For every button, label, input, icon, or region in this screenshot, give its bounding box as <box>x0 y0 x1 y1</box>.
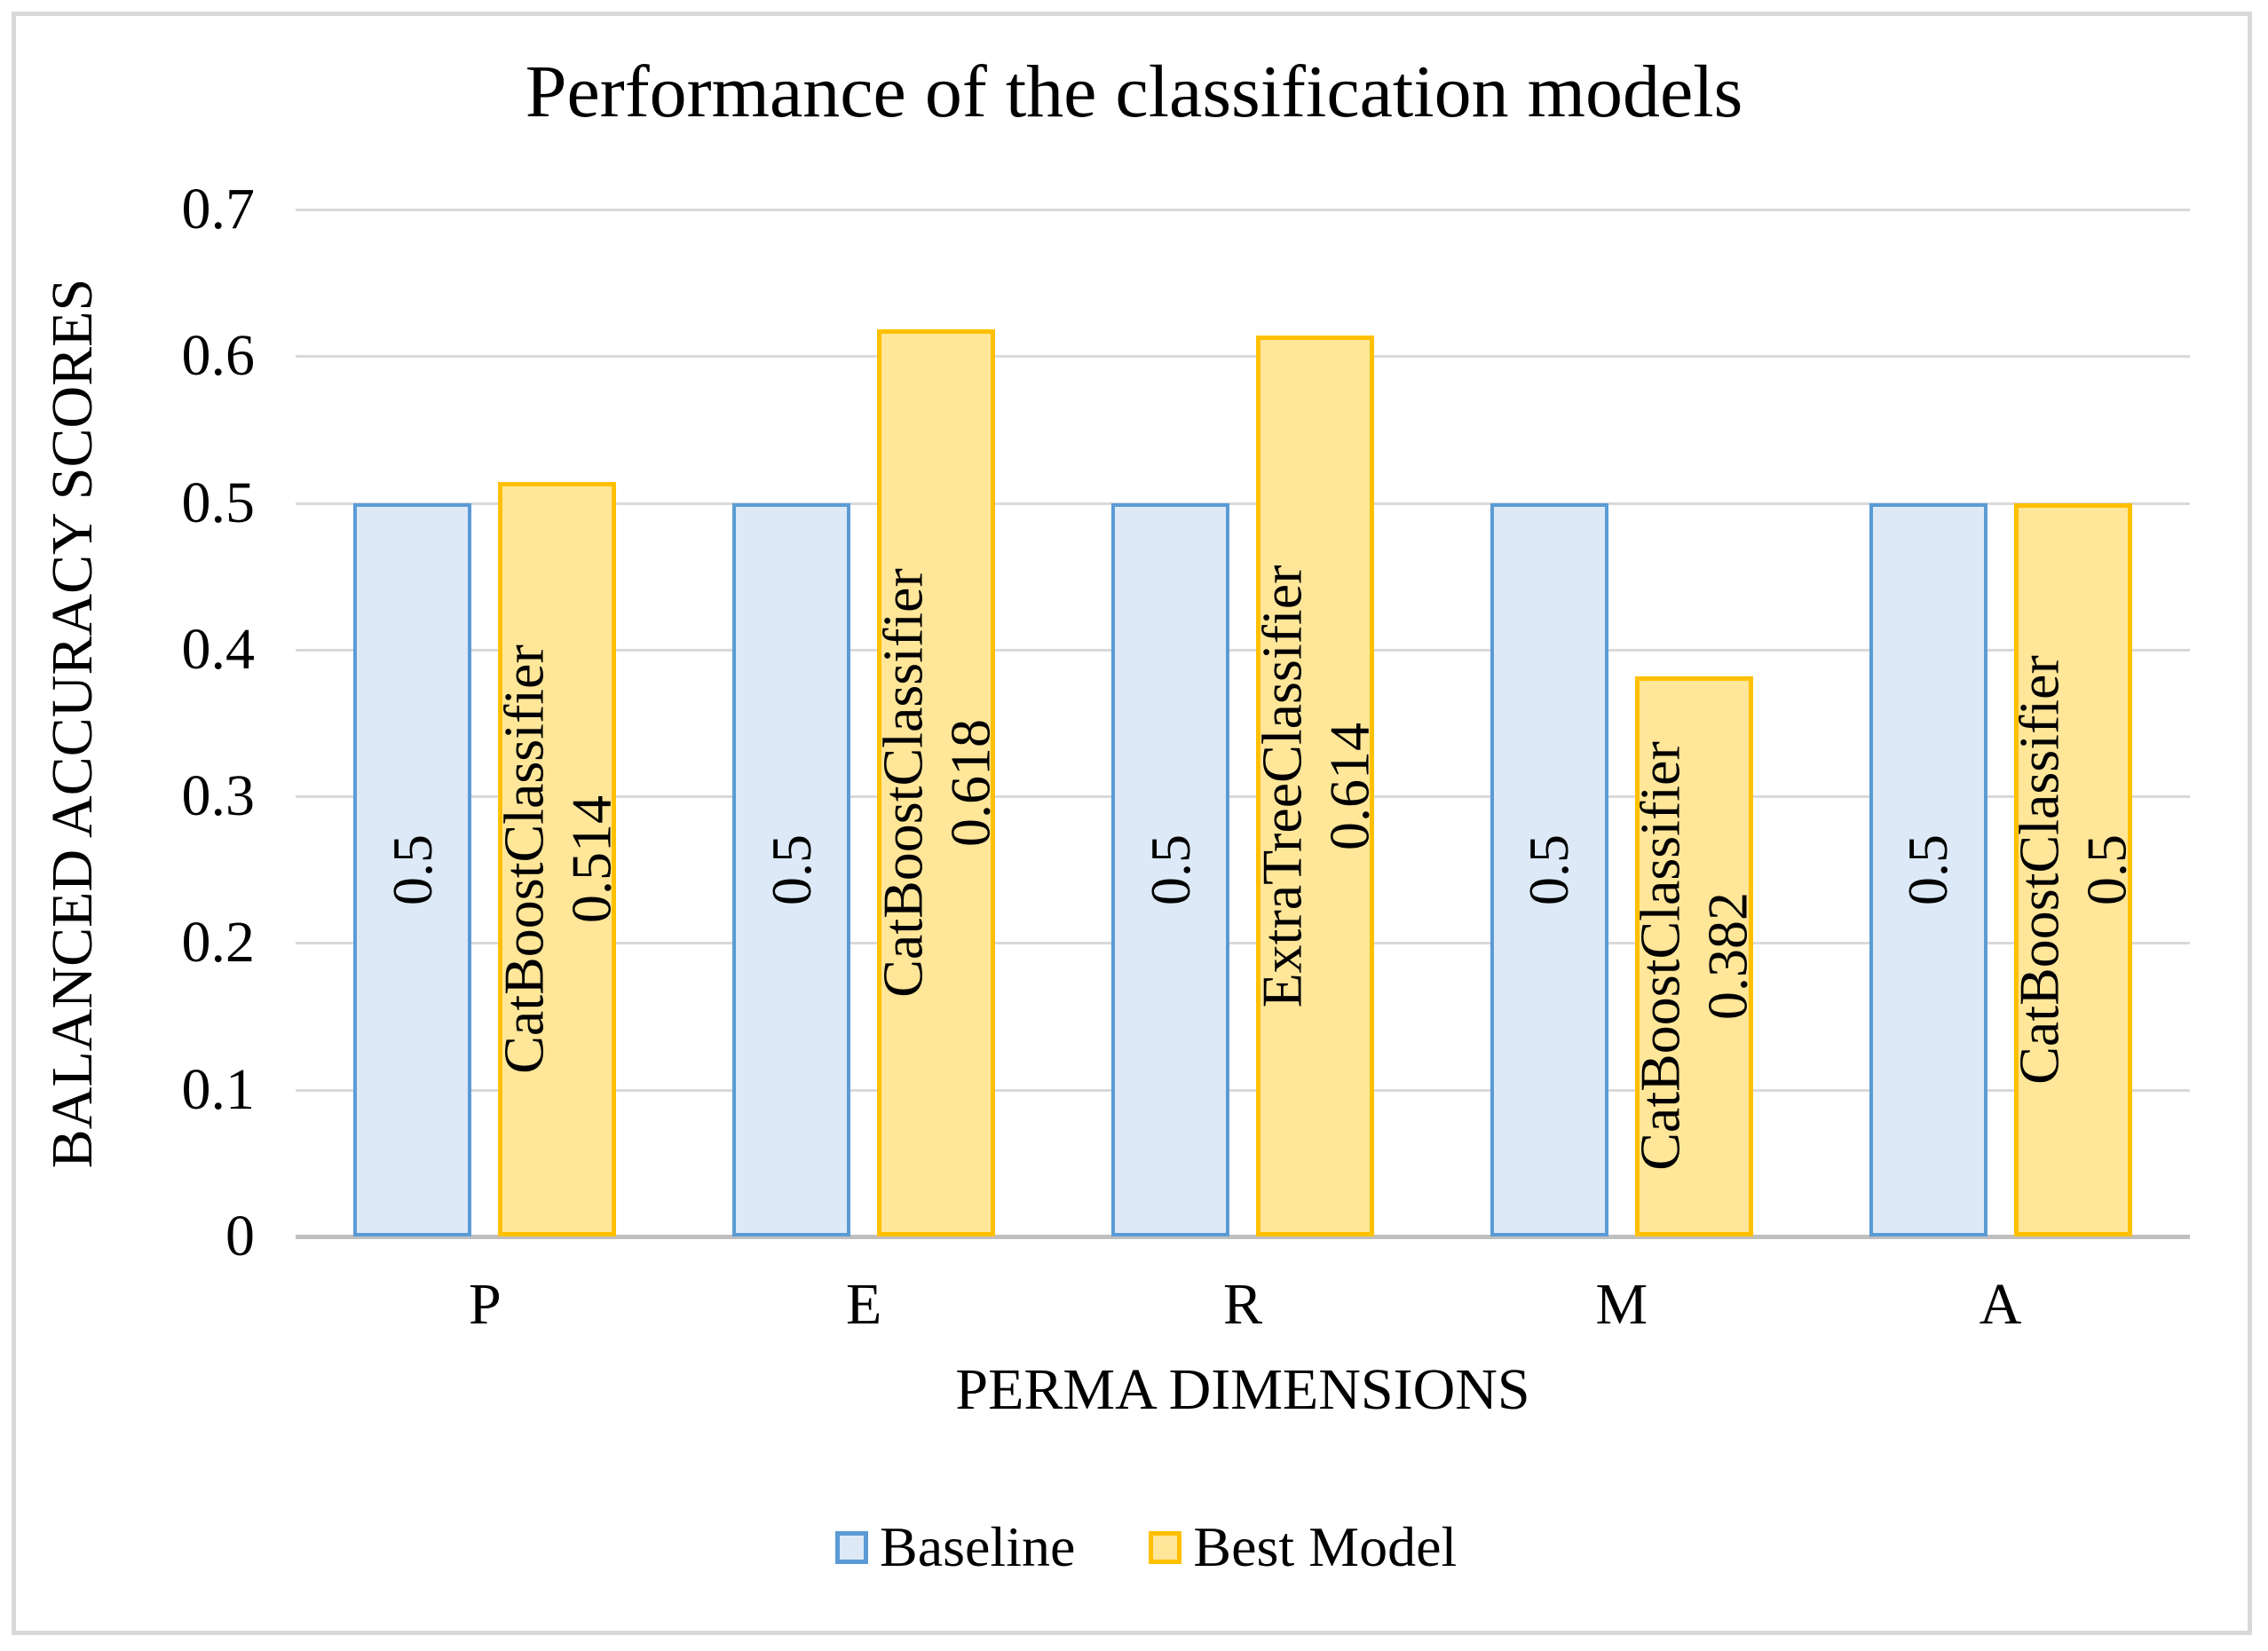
bar-data-label: 0.5 <box>1138 833 1202 905</box>
y-tick-label: 0.4 <box>181 616 256 682</box>
y-tick-label: 0.3 <box>181 763 256 829</box>
gridline <box>296 1088 2190 1092</box>
gridline <box>296 355 2190 359</box>
bar-best-model-M: CatBoostClassifier 0.382 <box>1629 675 1758 1236</box>
y-tick-label: 0 <box>225 1204 255 1268</box>
legend-item-baseline: Baseline <box>835 1514 1075 1580</box>
bar-data-label: 0.5 <box>1517 833 1581 905</box>
gridline <box>296 648 2190 652</box>
gridline <box>296 208 2190 211</box>
y-tick-label: 0.7 <box>181 176 256 241</box>
y-tick-label: 0.5 <box>181 470 256 535</box>
gridline <box>296 942 2190 945</box>
legend-label: Best Model <box>1193 1515 1458 1578</box>
gridline <box>296 502 2190 505</box>
gridline <box>296 795 2190 799</box>
bar-data-label: CatBoostClassifier 0.514 <box>492 644 622 1074</box>
bar-baseline-E: 0.5 <box>732 502 851 1236</box>
x-axis-title: PERMA DIMENSIONS <box>955 1357 1530 1422</box>
x-category-label-M: M <box>1595 1272 1648 1337</box>
bar-best-model-E: CatBoostClassifier 0.618 <box>871 329 1001 1236</box>
y-axis-title: BALANCED ACCURACY SCORES <box>40 278 105 1169</box>
x-category-label-P: P <box>469 1272 502 1337</box>
x-category-label-A: A <box>1979 1272 2022 1337</box>
legend-marker-icon <box>835 1530 868 1564</box>
bar-baseline-P: 0.5 <box>353 502 472 1236</box>
bar-data-label: CatBoostClassifier 0.5 <box>2007 654 2138 1085</box>
bar-best-model-A: CatBoostClassifier 0.5 <box>2008 502 2138 1236</box>
legend: Baseline Best Model <box>835 1514 1457 1580</box>
y-tick-label: 0.2 <box>181 910 256 976</box>
legend-label: Baseline <box>880 1515 1076 1578</box>
bar-best-model-R: ExtraTreeClassifier 0.614 <box>1250 336 1380 1236</box>
bar-baseline-M: 0.5 <box>1490 502 1608 1236</box>
bar-data-label: 0.5 <box>381 833 445 905</box>
y-tick-label: 0.1 <box>181 1056 256 1122</box>
bar-data-label: CatBoostClassifier 0.382 <box>1628 741 1759 1172</box>
chart-title: Performance of the classification models <box>525 51 1743 133</box>
legend-marker-icon <box>1149 1530 1182 1564</box>
legend-item-best-model: Best Model <box>1149 1514 1457 1580</box>
x-category-label-E: E <box>846 1272 882 1337</box>
bar-baseline-R: 0.5 <box>1111 502 1229 1236</box>
bar-baseline-A: 0.5 <box>1869 502 1987 1236</box>
bar-data-label: 0.5 <box>1896 833 1960 905</box>
bar-best-model-P: CatBoostClassifier 0.514 <box>492 482 622 1236</box>
y-tick-label: 0.6 <box>181 323 256 389</box>
x-axis-line <box>296 1235 2190 1239</box>
x-category-label-R: R <box>1222 1272 1263 1337</box>
bar-data-label: ExtraTreeClassifier 0.614 <box>1249 565 1380 1007</box>
bar-data-label: 0.5 <box>759 833 823 905</box>
bar-data-label: CatBoostClassifier 0.618 <box>871 568 1001 998</box>
